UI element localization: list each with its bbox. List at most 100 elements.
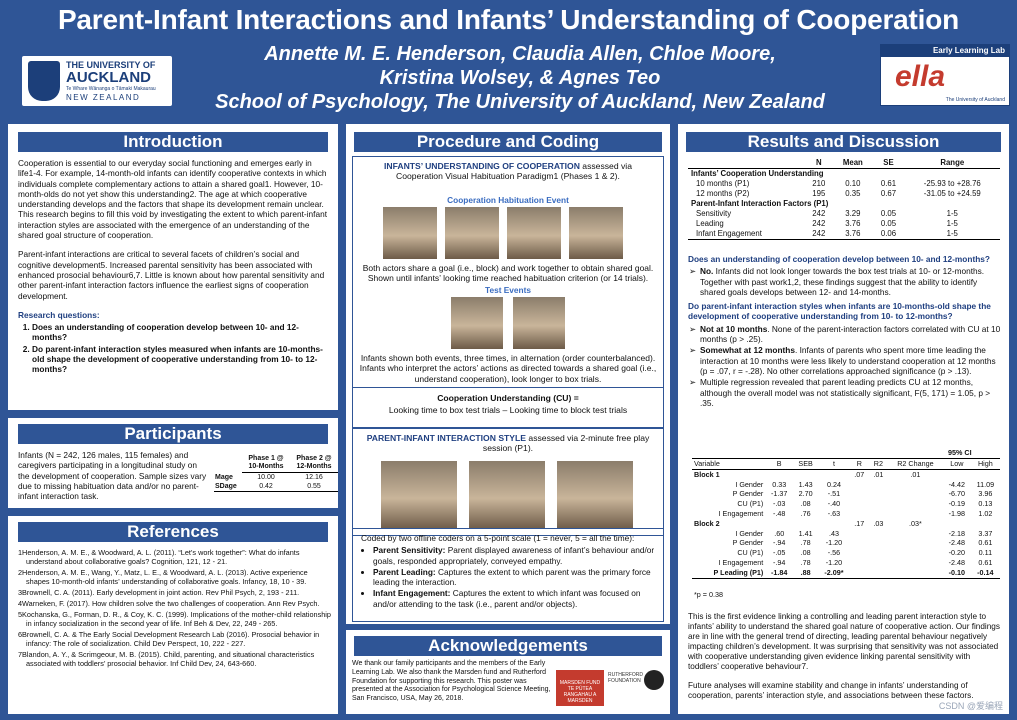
school-affiliation: School of Psychology, The University of … [215,91,825,113]
reg-cell: P Gender [732,538,764,548]
research-question-1: Does an understanding of cooperation dev… [32,322,330,343]
desc-head [688,158,804,169]
descriptives-table: N Mean SE Range Infants’ Cooperation Und… [688,158,1000,240]
test-events-label: Test Events [485,285,531,295]
reg-cell: -0.10 [948,567,965,577]
desc-cell: 242 [812,219,826,228]
references-heading: References [18,522,328,542]
reg-block: Block 1 [694,469,720,479]
reg-cell: 1.41 [798,528,813,538]
reg-cell: P Leading (P1) [713,567,764,577]
reg-head: SEB [798,459,813,468]
reg-cell: -2.18 [948,528,965,538]
regression-table: Variable B SEB t R R2 R2 Change Low High… [692,458,1000,579]
coding-item-leading: Parent Leading: Captures the extent to w… [373,567,657,588]
research-question-2: Do parent-infant interaction styles meas… [32,344,330,375]
test-photo-2 [513,297,565,349]
seal-icon [644,670,664,690]
reg-cell: -.48 [773,508,786,518]
reg-cell: -6.70 [948,489,965,499]
desc-cell: 0.35 [845,189,861,198]
reg-cell: 1.43 [798,479,813,489]
reg-cell: -.05 [773,548,786,558]
interaction-style-box: PARENT-INFANT INTERACTION STYLE assessed… [352,428,664,536]
reg-cell: -.03 [773,499,786,509]
desc-cell: 0.06 [880,229,897,238]
desc-section: Parent-Infant Interaction Factors (P1) [691,199,829,208]
participants-col-1: Phase 1 @ 10-Months [242,454,290,473]
reg-cell: .78 [800,557,811,567]
reg-cell: -.40 [827,499,841,509]
desc-cell: 0.61 [880,179,897,188]
interaction-style-title-rest: assessed via 2-minute free play session … [482,433,650,454]
references-panel: References 1Henderson, A. M. E., & Woodw… [8,516,338,714]
result-item: Not at 10 months. None of the parent-int… [689,324,1002,345]
free-play-photo-2 [469,461,545,529]
reg-cell: P Gender [732,489,764,499]
habituation-text: Both actors share a goal (i.e., block) a… [362,263,654,284]
results-panel: Results and Discussion N Mean SE Range I… [678,124,1009,714]
reg-cell: .76 [800,508,811,518]
desc-head: N [815,158,822,167]
participants-heading: Participants [18,424,328,444]
reg-cell: .08 [800,548,811,558]
free-play-photo-1 [381,461,457,529]
reg-cell: 3.96 [978,489,993,499]
cooperation-box-title-bold: INFANTS’ UNDERSTANDING OF COOPERATION [384,161,580,171]
desc-cell: -31.05 to +24.59 [923,189,981,198]
result-item: Somewhat at 12 months. Infants of parent… [689,345,1002,376]
reg-cell: -1.20 [825,538,843,548]
reg-cell: -.94 [773,538,786,548]
test-photo-1 [451,297,503,349]
desc-cell: 210 [812,179,826,188]
habituation-photo-2 [445,207,499,259]
habituation-label: Cooperation Habituation Event [447,195,569,205]
reg-cell: CU (P1) [737,548,764,558]
habituation-photo-4 [569,207,623,259]
reg-cell: -.56 [827,548,841,558]
reference-item: 2Henderson, A. M. E., Wang, Y., Matz, L.… [18,568,308,586]
reg-head: R [856,459,862,468]
reg-cell: 3.37 [978,528,993,538]
reg-cell: .08 [800,499,811,509]
discussion-paragraph-2: Future analyses will examine stability a… [688,681,974,700]
desc-cell: 1-5 [946,229,958,238]
reg-cell: -.94 [773,557,786,567]
acknowledgements-heading: Acknowledgements [354,636,662,656]
cu-title: Cooperation Understanding (CU) = [437,393,579,403]
reg-cell: 0.33 [772,479,787,489]
reg-cell: .17 [854,518,865,528]
desc-head: SE [883,158,894,167]
acknowledgements-panel: Acknowledgements We thank our family par… [346,630,670,714]
desc-section: Infants’ Cooperation Understanding [691,169,824,178]
desc-cell: 1-5 [946,209,958,218]
desc-cell: Leading [696,219,724,228]
reg-cell: .01 [873,469,884,479]
reference-item: 1Henderson, A. M. E., & Woodward, A. L. … [18,548,300,566]
desc-head: Range [940,158,965,167]
crest-icon [28,61,60,101]
participants-row-label: Mage [215,473,233,481]
reg-head: B [776,459,782,468]
logo-line-2: AUCKLAND [66,69,151,86]
table-row: I Gender 0.33 1.43 0.24 -4.42 11.09 [692,480,1000,490]
reg-cell: .03* [909,518,922,528]
habituation-photo-3 [507,207,561,259]
desc-cell: 0.67 [880,189,897,198]
reg-cell: -2.09* [824,567,844,577]
desc-cell: 0.10 [845,179,861,188]
table-row: P Leading (P1) -1.84 .88 -2.09* -0.10 -0… [692,567,1000,579]
procedure-heading: Procedure and Coding [354,132,662,152]
table-note: *p = 0.38 [694,590,723,599]
reg-cell: -0.20 [948,548,965,558]
marsden-logo: MARSDEN FUND TE PŪTEA RANGAHAU A MARSDEN [556,670,604,706]
reg-cell: 11.09 [976,479,995,489]
research-questions-label: Research questions: [18,309,100,320]
poster-banner: Parent-Infant Interactions and Infants’ … [0,0,1017,118]
reg-cell: -.51 [827,489,841,499]
reg-cell: I Gender [735,479,764,489]
participants-cell: 0.55 [290,482,338,492]
reg-cell: I Gender [735,528,764,538]
interaction-style-title: PARENT-INFANT INTERACTION STYLE assessed… [361,433,655,454]
desc-cell: 10 months (P1) [696,179,750,188]
